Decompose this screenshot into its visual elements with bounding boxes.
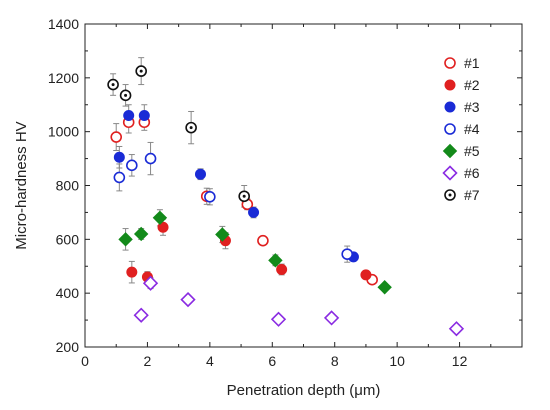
data-point-series-4 (126, 159, 138, 172)
data-point-series-5 (215, 227, 230, 242)
y-tick-label: 1200 (48, 70, 79, 86)
legend-marker (444, 79, 456, 91)
x-tick-label: 0 (81, 353, 89, 369)
y-tick-label: 1400 (48, 16, 79, 32)
data-point-series-2 (157, 221, 169, 233)
x-tick-label: 4 (206, 353, 214, 369)
data-point-series-4 (113, 171, 126, 184)
x-tick-label: 2 (144, 353, 152, 369)
marker-dot (189, 126, 193, 130)
legend: #1 #2 #3 #4 #5 #6 #7 (442, 55, 480, 203)
data-point-series-5 (133, 226, 149, 242)
data-points (107, 65, 465, 337)
legend-label: #7 (464, 187, 480, 203)
data-point-series-2 (126, 266, 138, 278)
y-tick-label: 800 (56, 178, 80, 194)
data-point-series-5 (377, 280, 392, 295)
data-point-series-6 (142, 275, 159, 291)
data-point-series-4 (341, 248, 354, 260)
legend-marker (444, 189, 456, 201)
legend-label: #6 (464, 165, 480, 181)
data-point-series-4 (204, 191, 216, 203)
data-point-series-5 (268, 253, 283, 268)
data-point-series-3 (194, 168, 206, 180)
x-tick-label: 8 (331, 353, 339, 369)
data-point-series-5 (152, 210, 168, 226)
ticks: 0 2 4 6 8 10 12 200 400 600 800 1000 1200 1400 (48, 16, 522, 369)
data-point-series-1 (257, 234, 269, 247)
data-point-series-3 (138, 110, 150, 122)
y-tick-label: 200 (56, 339, 80, 355)
data-point-series-6 (270, 311, 287, 327)
data-point-series-3 (113, 151, 125, 163)
data-point-series-7 (135, 65, 147, 77)
x-tick-label: 6 (268, 353, 276, 369)
data-point-series-2 (360, 269, 372, 281)
marker-dot (448, 193, 452, 197)
x-axis-label: Penetration depth (μm) (227, 382, 381, 399)
x-tick-label: 10 (389, 353, 405, 369)
legend-marker (444, 57, 456, 69)
plot-frame (84, 23, 523, 348)
axes (84, 23, 523, 348)
marker-dot (124, 93, 128, 97)
y-axis-label: Micro-hardness HV (13, 121, 30, 249)
data-point-series-7 (238, 190, 250, 203)
y-tick-label: 1000 (48, 124, 79, 140)
legend-label: #3 (464, 99, 480, 115)
legend-marker (444, 123, 456, 135)
data-point-series-7 (107, 78, 119, 91)
marker-dot (242, 194, 246, 198)
data-point-series-1 (110, 131, 123, 143)
data-point-series-6 (133, 307, 149, 323)
marker-dot (139, 69, 143, 73)
data-point-series-3 (248, 206, 260, 218)
data-point-series-7 (119, 89, 132, 102)
data-point-series-6 (323, 310, 340, 326)
y-tick-label: 600 (56, 231, 80, 247)
legend-marker (442, 165, 458, 181)
x-tick-label: 12 (452, 353, 468, 369)
error-bars (110, 57, 351, 290)
legend-marker (442, 143, 458, 159)
y-tick-label: 400 (56, 285, 80, 301)
data-point-series-3 (123, 110, 135, 122)
legend-label: #4 (464, 121, 480, 137)
legend-label: #5 (464, 143, 480, 159)
data-point-series-6 (180, 291, 196, 308)
legend-label: #1 (464, 55, 480, 71)
marker-dot (111, 83, 115, 87)
legend-label: #2 (464, 77, 480, 93)
data-point-series-7 (185, 121, 197, 134)
data-point-series-6 (448, 321, 465, 337)
legend-marker (444, 101, 456, 113)
data-point-series-5 (118, 232, 133, 247)
data-point-series-2 (276, 263, 288, 275)
data-point-series-4 (144, 152, 157, 165)
